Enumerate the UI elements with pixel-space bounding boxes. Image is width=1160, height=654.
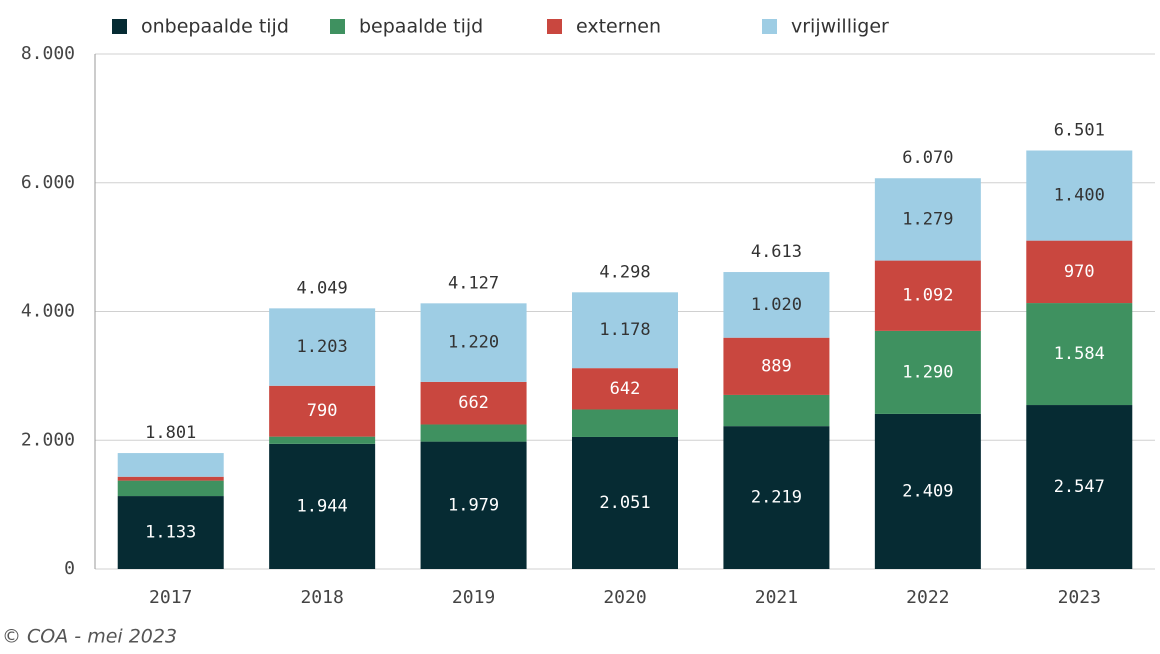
bar-segment [269, 443, 376, 569]
source: © COA - mei 2023 [2, 626, 177, 648]
x-tick-label: 2022 [906, 587, 949, 608]
total-label: 4.049 [297, 278, 348, 298]
total-label: 4.613 [751, 242, 802, 262]
bar-segment [269, 436, 376, 444]
x-tick-label: 2023 [1058, 587, 1101, 608]
bar-segment [723, 394, 830, 427]
data-label: 1.133 [145, 523, 196, 543]
total-label: 4.127 [448, 273, 499, 293]
bar-segment [572, 409, 678, 437]
x-tick-label: 2020 [603, 587, 646, 608]
bar-segment [420, 381, 527, 425]
legend-swatch [112, 19, 127, 34]
data-label: 2.219 [751, 488, 802, 508]
bar-segment [117, 480, 224, 497]
data-label: 2.409 [902, 481, 953, 501]
total-label: 6.501 [1054, 120, 1105, 140]
data-label: 1.584 [1054, 344, 1105, 364]
total-label: 1.801 [145, 423, 196, 443]
bar-segment [572, 436, 678, 569]
data-label: 1.400 [1054, 186, 1105, 206]
bar-segment [1026, 150, 1133, 241]
legend-label: vrijwilliger [791, 16, 889, 38]
y-tick-label: 4.000 [21, 301, 75, 322]
bar-segment [723, 426, 830, 569]
bar-segment [874, 330, 981, 414]
data-label: 1.220 [448, 333, 499, 353]
total-label: 6.070 [902, 148, 953, 168]
bar-segment [874, 413, 981, 569]
bar-segment [1026, 405, 1133, 569]
bar-segment [723, 337, 830, 395]
legend-swatch [762, 19, 777, 34]
legend-label: onbepaalde tijd [141, 16, 289, 38]
data-label: 1.290 [902, 362, 953, 382]
legend-swatch [547, 19, 562, 34]
bar-segment [420, 441, 527, 569]
legend-swatch [330, 19, 345, 34]
bar-segment [874, 260, 981, 331]
data-label: 790 [307, 401, 338, 421]
legend-label: externen [576, 16, 661, 38]
x-tick-label: 2019 [452, 587, 495, 608]
bar-segment [572, 292, 678, 369]
data-label: 662 [458, 393, 489, 413]
x-tick-label: 2021 [755, 587, 798, 608]
bar-segment [117, 496, 224, 569]
bar-segment [1026, 303, 1133, 406]
data-label: 2.547 [1054, 477, 1105, 497]
bar-segment [117, 453, 224, 477]
bar-segment [117, 476, 224, 481]
data-label: 642 [610, 379, 641, 399]
x-tick-label: 2018 [300, 587, 343, 608]
data-label: 1.092 [902, 286, 953, 306]
data-label: 1.203 [297, 337, 348, 357]
y-tick-label: 6.000 [21, 172, 75, 193]
data-label: 1.944 [297, 496, 348, 516]
x-tick-label: 2017 [149, 587, 192, 608]
legend-label: bepaalde tijd [359, 16, 483, 38]
bar-segment [1026, 240, 1133, 304]
bar-segment [572, 368, 678, 410]
total-label: 4.298 [599, 262, 650, 282]
data-label: 2.051 [599, 493, 650, 513]
data-label: 1.020 [751, 295, 802, 315]
bar-segment [420, 424, 527, 442]
bar-segment [420, 303, 527, 382]
y-tick-label: 2.000 [21, 429, 75, 450]
bar-segment [723, 272, 830, 338]
data-label: 1.178 [599, 320, 650, 340]
data-label: 1.279 [902, 209, 953, 229]
bar-segment [269, 385, 376, 437]
bar-segment [874, 178, 981, 261]
bar-segment [269, 308, 376, 386]
y-tick-label: 0 [64, 558, 75, 579]
data-label: 1.979 [448, 495, 499, 515]
data-label: 970 [1064, 262, 1095, 282]
data-label: 889 [761, 356, 792, 376]
y-tick-label: 8.000 [21, 43, 75, 64]
